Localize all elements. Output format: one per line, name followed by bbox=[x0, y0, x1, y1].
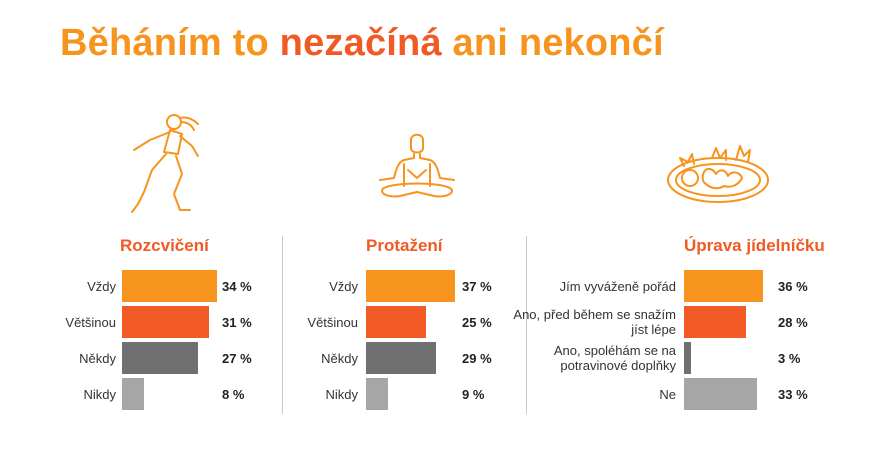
bar bbox=[366, 378, 388, 410]
category-label: Vždy bbox=[329, 278, 358, 294]
category-label: Většinou bbox=[307, 314, 358, 330]
value-label: 8 % bbox=[222, 387, 245, 402]
category-label: Nikdy bbox=[83, 386, 116, 402]
category-label: Někdy bbox=[321, 350, 358, 366]
category-label: Vždy bbox=[87, 278, 116, 294]
bar bbox=[366, 342, 436, 374]
value-label: 29 % bbox=[462, 351, 492, 366]
value-label: 37 % bbox=[462, 279, 492, 294]
title-part-1: Běháním to bbox=[60, 22, 280, 64]
category-label: Ano, před během se snažím jíst lépe bbox=[513, 307, 676, 337]
title-part-2: nezačíná bbox=[279, 22, 442, 64]
section-title-rozcviceni: Rozcvičení bbox=[120, 236, 209, 255]
bar bbox=[122, 270, 218, 302]
bar bbox=[684, 342, 691, 374]
bar bbox=[684, 378, 757, 410]
section-title-protazeni: Protažení bbox=[366, 236, 443, 255]
category-label: Jím vyváženě pořád bbox=[559, 278, 676, 294]
section-title-uprava-jidelnicku: Úprava jídelníčku bbox=[684, 236, 825, 255]
section-divider-2 bbox=[526, 236, 527, 414]
value-label: 33 % bbox=[778, 387, 808, 402]
runner-icon bbox=[131, 114, 199, 213]
value-label: 34 % bbox=[222, 279, 252, 294]
value-label: 3 % bbox=[778, 351, 801, 366]
category-label: Ano, spoléhám se na potravinové doplňky bbox=[553, 343, 676, 373]
category-label: Ne bbox=[659, 386, 676, 402]
category-label: Nikdy bbox=[325, 386, 358, 402]
section-divider-1 bbox=[282, 236, 283, 414]
food-plate-icon bbox=[667, 145, 769, 203]
bar bbox=[366, 270, 455, 302]
bar bbox=[684, 270, 764, 302]
value-label: 25 % bbox=[462, 315, 492, 330]
page-title: Běháním to nezačíná ani nekončí bbox=[60, 22, 664, 65]
value-label: 9 % bbox=[462, 387, 485, 402]
bar bbox=[122, 306, 209, 338]
value-label: 28 % bbox=[778, 315, 808, 330]
value-label: 31 % bbox=[222, 315, 252, 330]
value-label: 36 % bbox=[778, 279, 808, 294]
bar bbox=[366, 306, 426, 338]
bar bbox=[684, 306, 746, 338]
value-label: 27 % bbox=[222, 351, 252, 366]
category-label: Někdy bbox=[79, 350, 116, 366]
category-label: Většinou bbox=[65, 314, 116, 330]
bar bbox=[122, 342, 198, 374]
title-part-3: ani nekončí bbox=[441, 22, 664, 64]
meditation-icon bbox=[379, 133, 455, 198]
bar bbox=[122, 378, 145, 410]
